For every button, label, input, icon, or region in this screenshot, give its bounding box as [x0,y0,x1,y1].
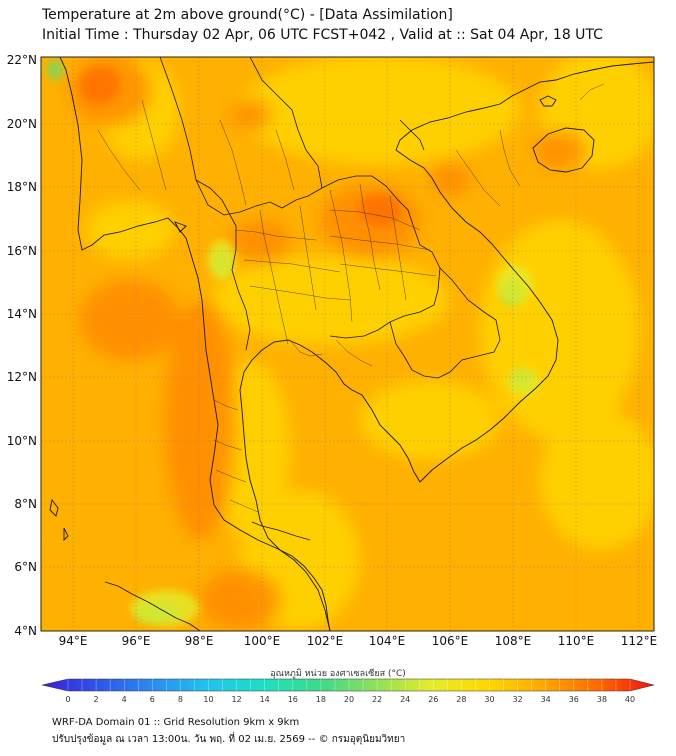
lat-tick-label: 6°N [14,560,37,574]
lon-tick-label: 108°E [495,634,532,648]
lon-tick-label: 106°E [432,634,469,648]
colorbar-tick-label: 30 [484,695,494,704]
lon-tick-label: 112°E [621,634,658,648]
colorbar-tick-label: 14 [260,695,270,704]
temperature-field [41,57,654,631]
colorbar-tick-label: 12 [232,695,242,704]
colorbar-tick-label: 6 [150,695,155,704]
lon-tick-label: 94°E [59,634,88,648]
latitude-labels: 22°N 20°N 18°N 16°N 14°N 12°N 10°N 8°N 6… [7,53,37,638]
colorbar-tick-label: 8 [178,695,183,704]
lon-tick-label: 100°E [244,634,281,648]
colorbar-tick-label: 2 [94,695,99,704]
colorbar-tick-label: 22 [372,695,382,704]
lat-tick-label: 8°N [14,497,37,511]
lat-tick-label: 10°N [7,434,37,448]
colorbar-tick-label: 26 [428,695,438,704]
province-boundaries [97,83,605,513]
colorbar-tick-label: 38 [597,695,607,704]
colorbar-tick-label: 18 [316,695,326,704]
colorbar-tick-label: 36 [569,695,579,704]
lat-tick-label: 4°N [14,624,37,638]
colorbar-tick-label: 16 [288,695,298,704]
lon-tick-label: 110°E [558,634,595,648]
lat-tick-label: 12°N [7,370,37,384]
lat-tick-label: 18°N [7,180,37,194]
longitude-labels: 94°E 96°E 98°E 100°E 102°E 104°E 106°E 1… [59,634,658,648]
colorbar-ticks: 0 2 4 6 8 10 12 14 16 18 20 22 24 26 28 30 32 34 36 38 40 [65,679,635,704]
lat-tick-label: 22°N [7,53,37,67]
country-borders [159,57,501,541]
map-subtitle: Initial Time : Thursday 02 Apr, 06 UTC F… [42,27,603,43]
colorbar-tick-label: 24 [400,695,410,704]
colorbar-bar [41,678,655,692]
colorbar-title: อุณหภูมิ หน่วย องศาเซลเซียส (°C) [270,669,406,679]
colorbar-tick-label: 32 [513,695,523,704]
map-title: Temperature at 2m above ground(°C) - [Da… [42,7,453,23]
colorbar-tick-label: 28 [456,695,466,704]
colorbar-tick-label: 10 [203,695,213,704]
map-frame [40,56,655,632]
lat-tick-label: 14°N [7,307,37,321]
colorbar-tick-label: 4 [122,695,127,704]
lon-tick-label: 102°E [307,634,344,648]
footer-update-info: ปรับปรุงข้อมูล ณ เวลา 13:00น. วัน พฤ. ที… [52,734,406,745]
colorbar-tick-label: 0 [65,695,70,704]
footer-model-info: WRF-DA Domain 01 :: Grid Resolution 9km … [52,717,300,728]
temperature-colorbar: 0 2 4 6 8 10 12 14 16 18 20 22 24 26 28 30 32 34 36 38 40 [41,678,655,704]
lon-tick-label: 96°E [122,634,151,648]
lat-tick-label: 20°N [7,117,37,131]
colorbar-tick-label: 20 [344,695,354,704]
colorbar-tick-label: 40 [625,695,635,704]
lon-tick-label: 98°E [185,634,214,648]
coastlines [49,57,654,631]
lat-tick-label: 16°N [7,244,37,258]
colorbar-tick-label: 34 [541,695,551,704]
temperature-map: 22°N 20°N 18°N 16°N 14°N 12°N 10°N 8°N 6… [7,53,658,648]
lon-tick-label: 104°E [369,634,406,648]
